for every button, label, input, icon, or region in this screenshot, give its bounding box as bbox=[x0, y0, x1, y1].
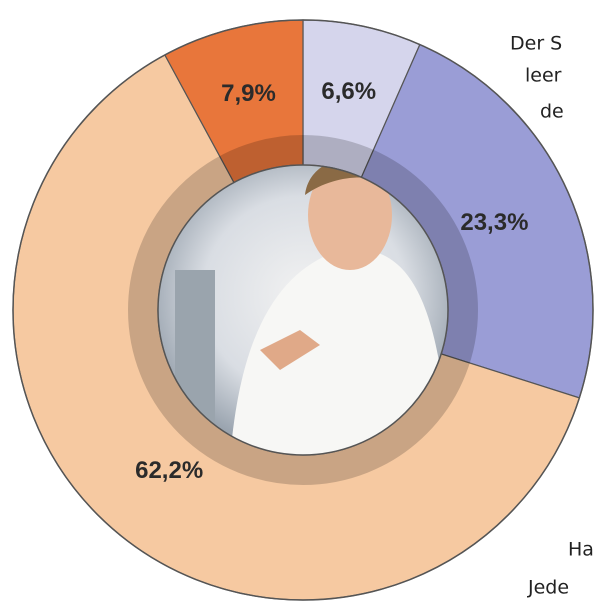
photo-hand bbox=[260, 330, 320, 370]
data-label: 7,9% bbox=[221, 80, 276, 107]
side-text-line: Der S bbox=[510, 33, 562, 55]
outer-border bbox=[12, 19, 594, 601]
side-text-line: Jede bbox=[527, 577, 569, 599]
data-label: 23,3% bbox=[460, 209, 528, 236]
data-label: 6,6% bbox=[321, 78, 376, 105]
side-text-line: Ha bbox=[568, 539, 594, 561]
inner-shadow bbox=[128, 135, 478, 485]
hole-border bbox=[157, 164, 449, 456]
side-text: Der S leer de Ha Jede bbox=[510, 33, 594, 599]
data-labels: 6,6% 23,3% 62,2% 7,9% bbox=[135, 78, 528, 484]
photo-face bbox=[308, 165, 392, 270]
data-label: 62,2% bbox=[135, 457, 203, 484]
side-text-line: de bbox=[540, 101, 564, 123]
photo-shirt bbox=[230, 248, 448, 455]
donut bbox=[12, 19, 594, 601]
side-text-line: leer bbox=[525, 65, 562, 87]
